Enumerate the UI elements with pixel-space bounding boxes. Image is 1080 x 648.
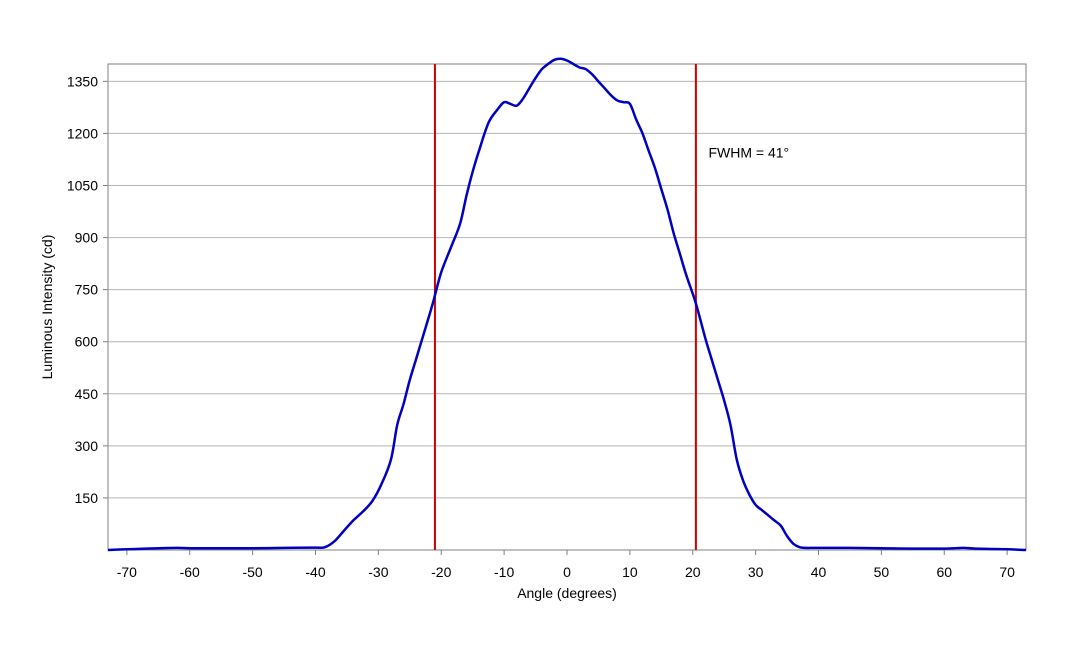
y-tick-label-450: 450 — [75, 386, 99, 402]
x-tick-label-30: 30 — [748, 564, 764, 580]
gridlines — [108, 80, 1026, 499]
x-tick-label-0: 0 — [563, 564, 571, 580]
x-tick-label-60: 60 — [936, 564, 952, 580]
y-tick-label-1050: 1050 — [67, 178, 98, 194]
y-tick-label-150: 150 — [75, 490, 99, 506]
y-tick-label-750: 750 — [75, 282, 99, 298]
x-tick-label--70: -70 — [117, 564, 137, 580]
plot-area — [107, 63, 1027, 551]
x-tick-label--60: -60 — [180, 564, 200, 580]
y-axis-title: Luminous Intensity (cd) — [39, 235, 55, 380]
series-group — [107, 57, 1027, 552]
x-tick-label--40: -40 — [305, 564, 325, 580]
y-tick-label-300: 300 — [75, 438, 99, 454]
annotations: FWHM = 41° — [708, 145, 789, 161]
x-tick-label--20: -20 — [431, 564, 451, 580]
x-tick-label--50: -50 — [242, 564, 262, 580]
fwhm-annotation: FWHM = 41° — [708, 145, 789, 161]
x-axis-title: Angle (degrees) — [517, 585, 617, 601]
x-tick-label--30: -30 — [368, 564, 388, 580]
y-tick-label-1200: 1200 — [67, 125, 98, 141]
x-tick-label--10: -10 — [494, 564, 514, 580]
y-tick-label-900: 900 — [75, 230, 99, 246]
x-tick-label-20: 20 — [685, 564, 701, 580]
x-tick-label-50: 50 — [874, 564, 890, 580]
y-tick-label-600: 600 — [75, 334, 99, 350]
x-tick-label-40: 40 — [811, 564, 827, 580]
x-tick-label-70: 70 — [999, 564, 1015, 580]
x-tick-label-10: 10 — [622, 564, 638, 580]
y-tick-label-1350: 1350 — [67, 73, 98, 89]
intensity-curve — [107, 57, 1027, 552]
x-axis: -70 -60 -50 -40 -30 -20 -10 0 10 20 30 40 50 60 70 — [117, 550, 1015, 580]
y-axis: 150 300 450 600 750 900 1050 1200 1350 — [67, 73, 108, 506]
